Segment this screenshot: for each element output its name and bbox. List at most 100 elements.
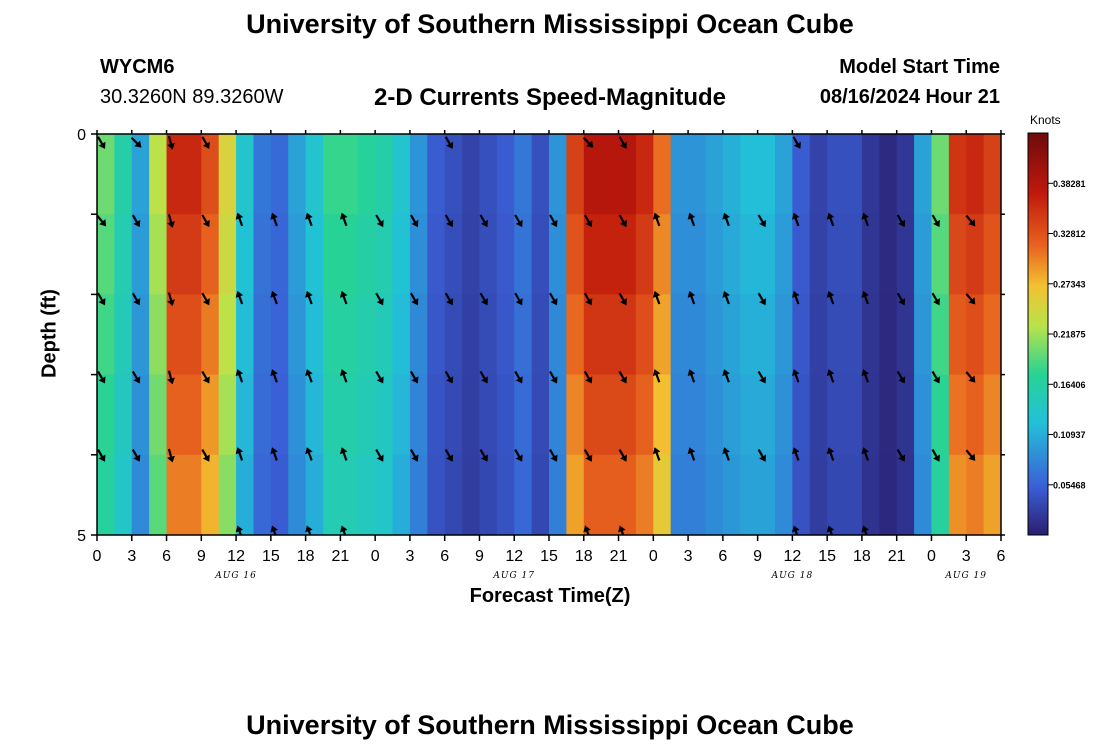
current-arrow <box>618 292 627 306</box>
current-arrow <box>97 449 106 462</box>
heatmap-cell <box>305 214 324 295</box>
heatmap-cell <box>549 454 567 535</box>
y-axis-ticks: 05 <box>77 127 1005 545</box>
current-arrow <box>479 370 488 384</box>
heatmap-cell <box>236 214 255 295</box>
current-arrow <box>201 292 210 306</box>
heatmap-cell <box>357 134 376 215</box>
heatmap-cell <box>792 134 811 215</box>
x-axis-ticks: 0 3 6 9 12 15 18 21 0 3 6 9 12 15 18 21 0 3 6 9 12 15 18 21 0 3 6 <box>93 130 1006 565</box>
heatmap-cell <box>583 134 602 215</box>
colorbar <box>1027 132 1049 536</box>
heatmap-cell <box>757 374 776 456</box>
heatmap-cell <box>809 454 828 535</box>
current-arrow <box>826 212 835 227</box>
heatmap-cell <box>809 214 828 295</box>
heatmap-cell <box>201 134 220 215</box>
current-arrow <box>235 525 244 535</box>
heatmap-cell <box>722 134 741 215</box>
heatmap-cell <box>583 214 602 295</box>
heatmap-cell <box>323 294 341 376</box>
heatmap-cell <box>183 214 202 295</box>
current-arrow <box>652 369 661 383</box>
heatmap-cell <box>670 294 689 376</box>
heatmap-cell <box>757 134 776 215</box>
heatmap-cell <box>183 374 202 456</box>
heatmap-cell <box>583 294 602 376</box>
x-tick-label: 18 <box>575 548 593 565</box>
heatmap-cell <box>97 374 115 456</box>
heatmap-cell <box>983 294 1001 376</box>
current-arrow <box>479 214 488 228</box>
current-arrow <box>97 136 106 149</box>
current-arrow <box>131 449 141 462</box>
heatmap-cell <box>653 374 672 456</box>
heatmap-cell <box>409 214 428 295</box>
heatmap-cell <box>635 134 654 215</box>
heatmap-cell <box>705 214 724 295</box>
heatmap-cell <box>792 214 811 295</box>
current-arrow <box>583 370 593 384</box>
heatmap-cell <box>775 214 793 295</box>
heatmap-cell <box>479 374 498 456</box>
current-arrow <box>652 212 661 227</box>
heatmap-cell <box>827 214 846 295</box>
heatmap-cell <box>444 134 463 215</box>
current-arrow <box>409 370 419 384</box>
heatmap-cell <box>357 374 376 456</box>
current-arrow <box>305 369 313 383</box>
day-label: AUG 16 <box>214 571 257 581</box>
heatmap-cell <box>635 374 654 456</box>
heatmap-cell <box>97 294 115 376</box>
heatmap-cell <box>914 294 933 376</box>
current-arrow <box>549 214 558 228</box>
heatmap-cell <box>479 134 498 215</box>
current-arrow <box>167 292 175 307</box>
current-arrow <box>791 290 800 305</box>
heatmap-cell <box>270 214 289 295</box>
current-arrow <box>722 369 730 383</box>
heatmap-cell <box>549 134 567 215</box>
x-tick-label: 0 <box>927 548 936 565</box>
current-arrow <box>826 290 835 305</box>
current-arrow <box>444 214 454 228</box>
current-arrow <box>687 212 696 227</box>
current-vectors <box>97 135 976 535</box>
heatmap-cell <box>653 214 672 295</box>
heatmap-cell <box>131 134 150 215</box>
heatmap-cell <box>653 294 672 376</box>
heatmap-cell <box>809 374 828 456</box>
heatmap-cell <box>514 374 533 456</box>
heatmap-cells <box>97 134 1001 535</box>
heatmap-cell <box>966 294 985 376</box>
colorbar-tick-label: 0.38281 <box>1053 179 1086 189</box>
heatmap-cell <box>149 454 168 535</box>
heatmap-cell <box>983 374 1001 456</box>
heatmap-cell <box>896 214 915 295</box>
current-arrow <box>652 290 661 305</box>
heatmap-cell <box>514 294 533 376</box>
heatmap-cell <box>496 134 515 215</box>
x-tick-label: 6 <box>718 548 727 565</box>
heatmap-cell <box>131 294 150 376</box>
heatmap-cell <box>827 294 846 376</box>
heatmap-cell <box>323 214 341 295</box>
current-arrow <box>757 370 767 384</box>
current-arrow <box>722 212 730 227</box>
x-tick-label: 9 <box>753 548 762 565</box>
heatmap-cell <box>931 134 950 215</box>
heatmap-cell <box>966 134 985 215</box>
current-arrow <box>305 525 313 535</box>
current-arrow <box>131 214 141 228</box>
x-axis-label: Forecast Time(Z) <box>469 585 631 607</box>
heatmap-cell <box>601 374 620 456</box>
heatmap-cell <box>722 374 741 456</box>
heatmap-cell <box>618 214 637 295</box>
heatmap-cell <box>427 294 446 376</box>
colorbar-tick-label: 0.21875 <box>1053 330 1086 340</box>
current-arrow <box>375 214 384 228</box>
current-arrow <box>444 370 454 384</box>
heatmap-cell <box>670 454 689 535</box>
x-tick-label: 9 <box>197 548 206 565</box>
heatmap-cell <box>131 374 150 456</box>
